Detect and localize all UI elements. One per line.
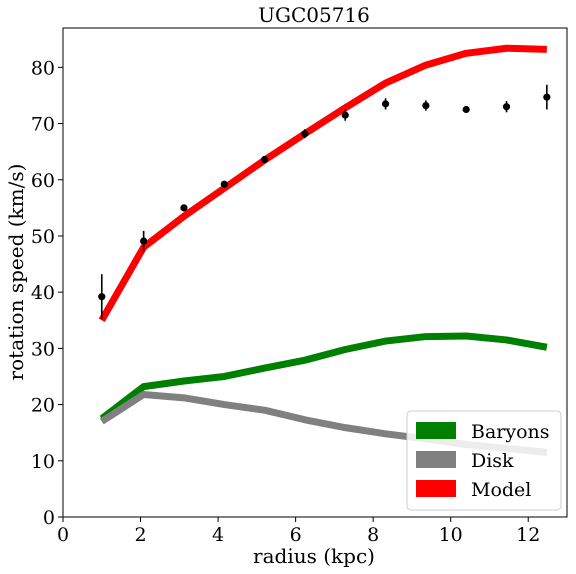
series-line-baryons [99, 332, 548, 422]
x-tick-label: 8 [367, 524, 379, 546]
x-tick-label: 2 [134, 524, 146, 546]
x-tick-label: 0 [57, 524, 69, 546]
y-tick-label: 60 [31, 170, 55, 192]
data-point [140, 237, 148, 245]
y-tick-label: 30 [31, 338, 55, 360]
x-axis: 0 2 4 6 8 10 12 [57, 517, 540, 546]
x-tick-label: 6 [290, 524, 302, 546]
data-point [462, 105, 470, 114]
y-tick-label: 40 [31, 282, 55, 304]
data-point [422, 101, 430, 110]
series-line-model [98, 44, 547, 323]
plot-frame [62, 27, 568, 518]
legend-label-baryons: Baryons [471, 421, 550, 443]
legend-swatch-model [416, 480, 456, 497]
x-tick-label: 10 [439, 524, 463, 546]
x-tick-label: 4 [212, 524, 224, 546]
data-point [381, 100, 390, 108]
legend-swatch-baryons [416, 422, 456, 439]
data-point [341, 111, 349, 119]
legend-swatch-disk [416, 451, 456, 468]
data-point [502, 103, 511, 111]
legend-label-disk: Disk [471, 450, 514, 472]
legend: Baryons Disk Model [406, 410, 562, 511]
data-point [180, 204, 188, 212]
plot-area [98, 44, 551, 456]
legend-label-model: Model [471, 479, 531, 501]
data-point [261, 155, 269, 164]
y-tick-label: 50 [31, 226, 55, 248]
y-tick-label: 20 [31, 395, 55, 417]
data-point [220, 180, 228, 188]
y-tick-label: 80 [31, 57, 55, 79]
data-point [98, 293, 106, 301]
y-tick-label: 70 [31, 114, 55, 136]
x-axis-label: radius (kpc) [253, 544, 375, 568]
data-point [543, 93, 551, 101]
x-tick-label: 12 [516, 524, 540, 546]
y-axis: 0 10 20 30 40 50 60 70 80 [31, 57, 63, 529]
chart-title: UGC05716 [258, 3, 370, 27]
y-axis-label: rotation speed (km/s) [4, 164, 28, 381]
y-tick-label: 10 [31, 451, 55, 473]
y-tick-label: 0 [43, 507, 55, 529]
data-point [301, 130, 309, 138]
